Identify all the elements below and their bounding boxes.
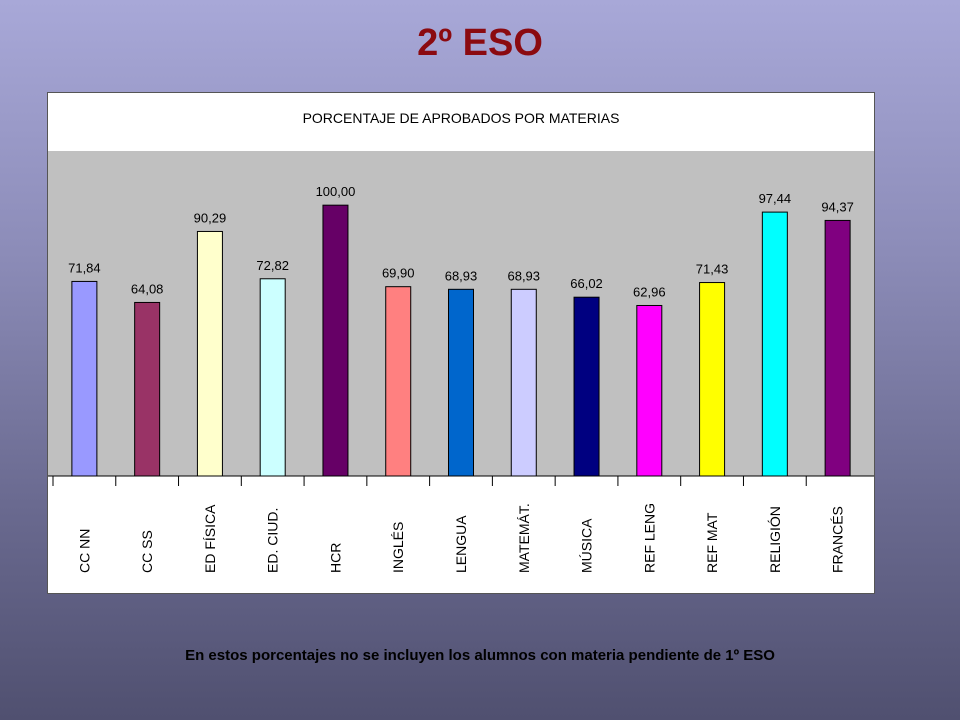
bar-hcr (322, 204, 349, 477)
data-label-lengua: 68,93 (445, 268, 478, 283)
title-area (48, 93, 874, 151)
data-label-cc-ss: 64,08 (131, 281, 164, 296)
category-labels-group: CC NN CC SS ED FÍSICA ED. CIUD. HCR INGLÉS LEN… (52, 476, 846, 573)
bar-ingles (385, 286, 412, 477)
value-labels-group: 71,84 64,08 90,29 72,82 100,00 69,90 68,93 68,9… (68, 184, 854, 299)
chart-frame: PORCENTAJE DE APROBADOS POR MATERIAS 71,… (47, 92, 875, 594)
category-label-lengua: LENGUA (453, 515, 469, 573)
bar-ref-mat (699, 282, 726, 477)
bar-chart: PORCENTAJE DE APROBADOS POR MATERIAS 71,… (48, 93, 874, 573)
data-label-religion: 97,44 (759, 191, 792, 206)
data-label-matemat: 68,93 (507, 268, 540, 283)
data-label-hcr: 100,00 (316, 184, 356, 199)
data-label-cc-nn: 71,84 (68, 260, 101, 275)
footnote: En estos porcentajes no se incluyen los … (185, 647, 775, 664)
data-label-ed-fisica: 90,29 (194, 210, 227, 225)
slide-title: 2º ESO (417, 22, 543, 64)
bar-ed-fisica (196, 230, 223, 477)
category-label-ref-leng: REF LENG (641, 503, 657, 573)
category-label-ingles: INGLÉS (390, 522, 406, 573)
bar-ed-ciud (259, 278, 286, 477)
data-label-ref-mat: 71,43 (696, 262, 729, 277)
category-label-religion: RELIGIÓN (767, 506, 783, 573)
category-label-matemat: MATEMÁT. (516, 503, 532, 573)
category-label-ed-fisica: ED FÍSICA (202, 504, 218, 573)
category-label-cc-nn: CC NN (76, 529, 92, 573)
bar-ref-leng (636, 304, 663, 477)
bars-group (71, 204, 851, 477)
chart-title: PORCENTAJE DE APROBADOS POR MATERIAS (303, 110, 620, 126)
bar-frances (824, 219, 851, 477)
data-label-ref-leng: 62,96 (633, 284, 666, 299)
data-label-frances: 94,37 (821, 199, 854, 214)
data-label-musica: 66,02 (570, 276, 603, 291)
bar-cc-nn (71, 280, 98, 477)
bar-cc-ss (134, 301, 161, 477)
bar-religion (761, 211, 788, 477)
category-label-ref-mat: REF MAT (704, 512, 720, 573)
data-label-ingles: 69,90 (382, 266, 415, 281)
category-label-ed-ciud: ED. CIUD. (265, 508, 281, 573)
category-label-frances: FRANCÉS (830, 506, 846, 573)
data-label-ed-ciud: 72,82 (256, 258, 289, 273)
bar-lengua (448, 288, 474, 477)
category-label-cc-ss: CC SS (139, 530, 155, 573)
bar-musica (573, 296, 600, 477)
category-label-musica: MÚSICA (579, 518, 595, 573)
bar-matemat (510, 288, 537, 477)
category-label-hcr: HCR (327, 543, 343, 573)
